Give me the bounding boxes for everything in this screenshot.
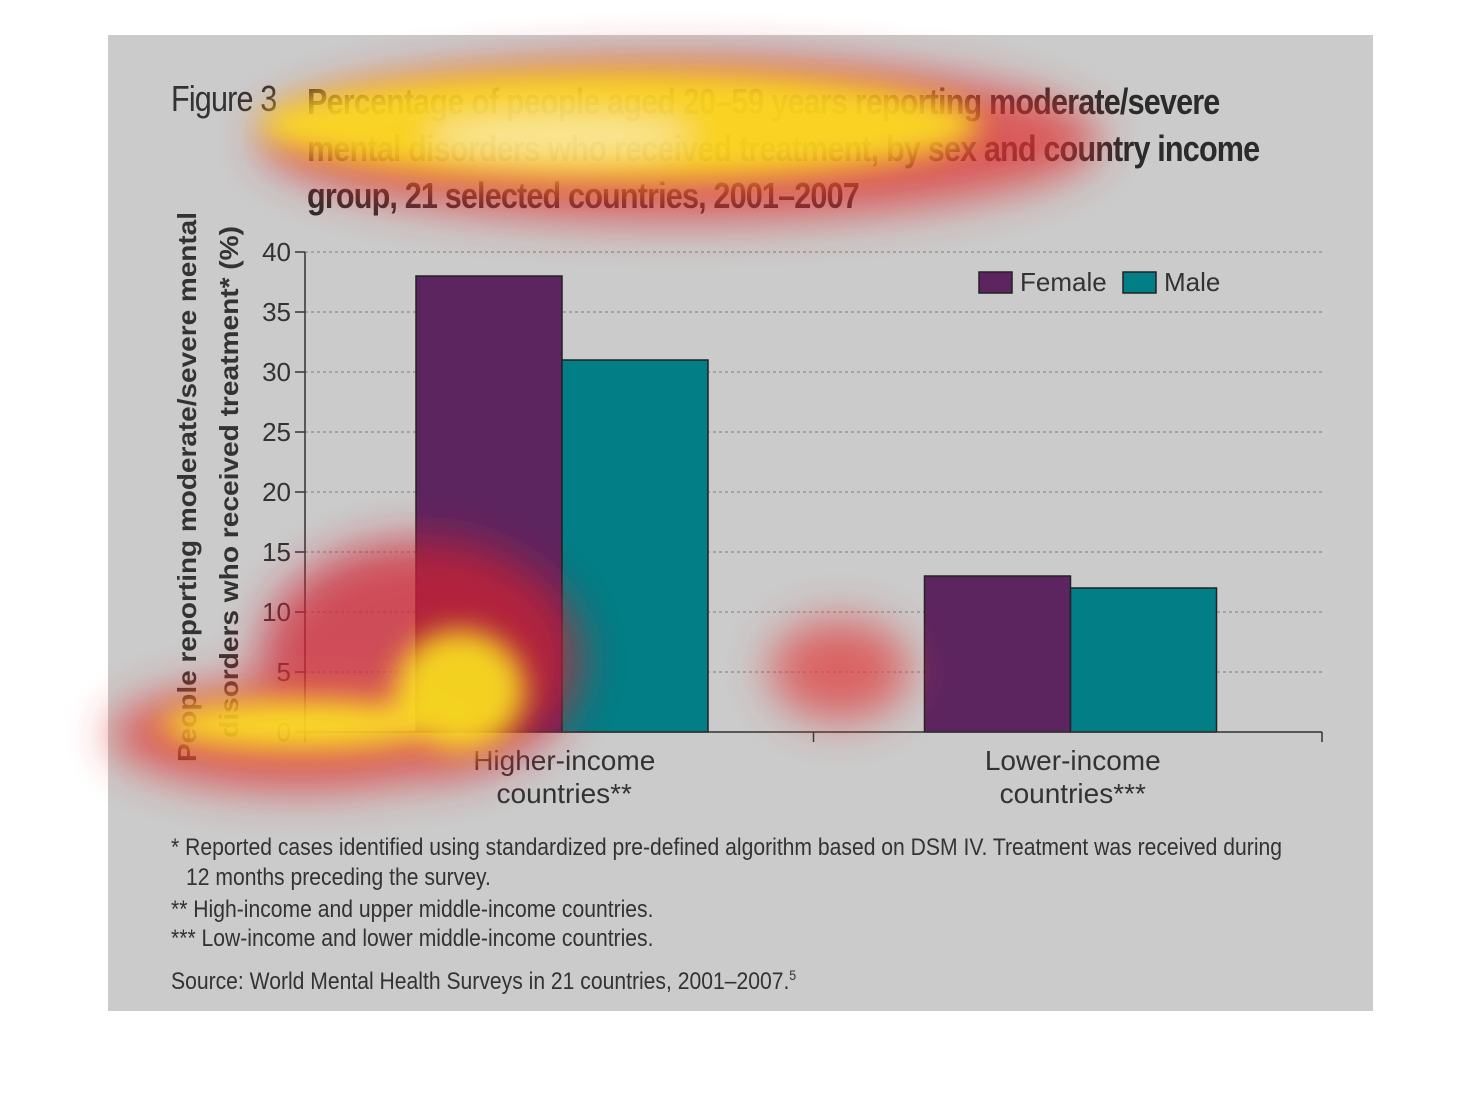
footnote-1-line-2: 12 months preceding the survey.: [186, 864, 491, 891]
y-tick-label: 20: [262, 477, 291, 507]
y-tick-label: 35: [262, 297, 291, 327]
y-tick-label: 15: [262, 537, 291, 567]
x-category-label: Higher-income: [473, 745, 655, 776]
y-tick-label: 0: [277, 717, 291, 747]
y-axis-title-line2: disorders who received treatment* (%): [214, 226, 244, 738]
x-category-label: Lower-income: [985, 745, 1161, 776]
x-category-label: countries**: [497, 778, 633, 809]
y-tick-label: 5: [277, 657, 291, 687]
bar-male: [561, 359, 709, 733]
legend-swatch-female: [978, 271, 1013, 294]
legend: Female Male: [978, 267, 1220, 297]
bars: [415, 275, 1218, 733]
y-tick-label: 30: [262, 357, 291, 387]
footnote-3: *** Low-income and lower middle-income c…: [171, 925, 654, 952]
y-tick-label: 40: [262, 237, 291, 267]
y-tick-label: 10: [262, 597, 291, 627]
footnote-1-line-1: * Reported cases identified using standa…: [171, 834, 1282, 861]
figure-label: Figure 3: [171, 78, 277, 119]
legend-swatch-male: [1122, 271, 1157, 294]
legend-label-female: Female: [1020, 267, 1107, 297]
source-text: Source: World Mental Health Surveys in 2…: [171, 968, 790, 995]
footnote-2: ** High-income and upper middle-income c…: [171, 896, 654, 923]
y-tick-label: 25: [262, 417, 291, 447]
bar-male: [1069, 587, 1218, 733]
bar-female: [923, 575, 1072, 733]
legend-label-male: Male: [1164, 267, 1220, 297]
y-axis-title-line1: People reporting moderate/severe mental: [172, 212, 202, 762]
source-reference: 5: [789, 967, 797, 983]
bar-female: [415, 275, 563, 733]
source-note: Source: World Mental Health Surveys in 2…: [171, 967, 796, 996]
x-category-label: countries***: [1000, 778, 1146, 809]
